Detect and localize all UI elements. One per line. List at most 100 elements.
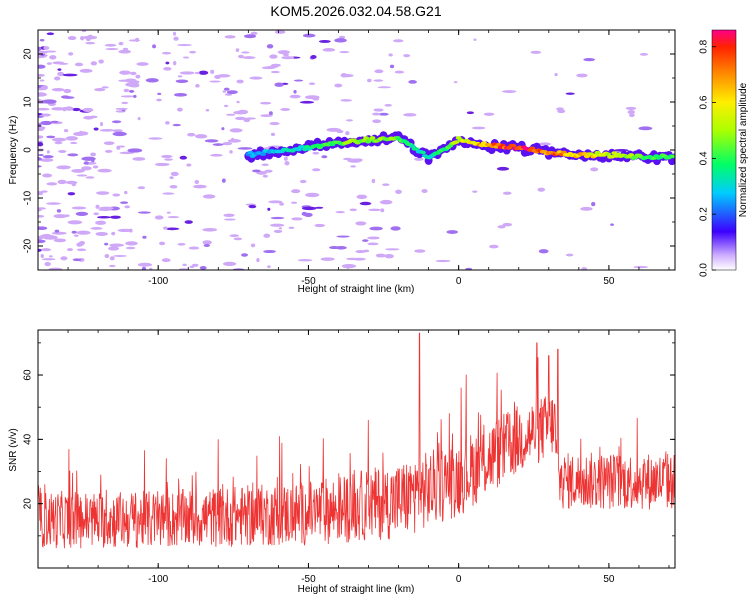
spectrogram-noise-cell — [186, 163, 192, 167]
spectrogram-noise-cell — [42, 155, 54, 159]
spectrogram-noise-cell — [273, 229, 283, 233]
spectrogram-noise-cell — [71, 206, 87, 210]
spectrogram-noise-cell — [268, 111, 273, 116]
spectrogram-noise-cell — [483, 112, 495, 116]
snr-panel: -100 -50 0 50 20 40 60 Height of straight lin… — [8, 329, 676, 595]
spectrogram-noise-cell — [229, 128, 243, 133]
snr-frame — [37, 329, 676, 569]
spectrogram-noise-cell — [346, 257, 359, 261]
spectrogram-noise-cell — [267, 265, 271, 269]
spectrogram-noise-cell — [54, 76, 61, 81]
colorbar-tick-label: 0.2 — [699, 207, 710, 221]
spectrogram-noise-cell — [93, 127, 99, 131]
spectrogram-noise-cell — [118, 41, 124, 46]
spectrogram-noise-cell — [95, 204, 100, 209]
spectrogram-noise-cell — [375, 253, 386, 258]
spectrogram-noise-cell — [191, 263, 199, 267]
spectrogram-noise-cell — [90, 152, 97, 157]
spectrogram-noise-cell — [312, 151, 320, 155]
spectrogram-noise-cell — [98, 206, 114, 210]
spectrogram-noise-cell — [128, 89, 135, 93]
spectrogram-signal-cell — [628, 153, 635, 157]
spectrogram-noise-cell — [453, 81, 458, 84]
spectrogram-noise-cell — [97, 168, 112, 173]
spectrogram-noise-cell — [320, 257, 335, 261]
spectrogram-noise-cell — [283, 156, 288, 161]
spectrogram-noise-cell — [194, 179, 200, 185]
spectrogram-noise-cell — [202, 227, 218, 232]
spectrogram-noise-cell — [70, 141, 78, 145]
spectrogram-noise-cell — [248, 204, 257, 209]
spectrogram-noise-cell — [367, 242, 379, 246]
spectrogram-noise-cell — [305, 192, 320, 198]
spectrogram-noise-cell — [67, 35, 77, 41]
spectrogram-noise-cell — [385, 248, 400, 251]
spectrogram-noise-cell — [41, 190, 48, 193]
spectrogram-noise-cell — [60, 256, 68, 261]
spectrogram-noise-cell — [345, 131, 350, 136]
spectrogram-noise-cell — [108, 264, 116, 268]
spectrogram-noise-cell — [118, 49, 132, 54]
colorbar: 0.0 0.2 0.4 0.6 0.8 Normalized spectral ampl… — [699, 29, 749, 277]
spectrogram-noise-cell — [389, 64, 395, 69]
spectrogram-noise-cell — [356, 194, 368, 200]
spectrogram-noise-cell — [75, 211, 89, 216]
spectrogram-noise-cell — [120, 95, 135, 98]
spectrogram-noise-cell — [124, 190, 128, 195]
spectrogram-noise-cell — [340, 73, 348, 78]
spectrogram-noise-cell — [170, 171, 179, 177]
spectrogram-noise-cell — [40, 158, 54, 162]
spectrogram-noise-cell — [262, 174, 268, 178]
spectrogram-noise-cell — [128, 39, 141, 42]
spectrogram-noise-cell — [172, 123, 181, 127]
spectrogram-noise-cell — [269, 122, 280, 126]
spectrogram-noise-cell — [38, 50, 48, 55]
spectrogram-noise-cell — [112, 129, 123, 133]
spectrogram-noise-cell — [403, 113, 417, 117]
spectrogram-noise-cell — [39, 79, 45, 82]
spectrogram-noise-cell — [38, 165, 42, 168]
spectrogram-noise-cell — [81, 30, 87, 33]
spectrogram-noise-cell — [299, 179, 307, 184]
spectrogram-noise-cell — [501, 90, 517, 93]
spectrogram-noise-cell — [51, 137, 67, 142]
spectrogram-noise-cell — [221, 127, 225, 131]
spectrogram-noise-cell — [179, 71, 195, 75]
spectrogram-noise-cell — [502, 191, 512, 195]
spectrogram-noise-cell — [48, 267, 63, 270]
spectrogram-signal-cell — [510, 143, 517, 148]
spectrogram-noise-cell — [90, 61, 98, 66]
spectrogram-noise-cell — [625, 106, 637, 110]
spectrogram-noise-cell — [224, 35, 236, 39]
spectrogram-x-label: Height of straight line (km) — [298, 284, 415, 295]
colorbar-label: Normalized spectral amplitude — [738, 82, 749, 217]
spectrogram-noise-cell — [349, 208, 357, 212]
spectrogram-noise-cell — [554, 72, 558, 77]
spectrogram-noise-cell — [54, 141, 63, 145]
spectrogram-noise-cell — [639, 53, 648, 56]
spectrogram-noise-cell — [177, 242, 186, 246]
spectrogram-noise-cell — [266, 44, 274, 49]
spectrogram-noise-cell — [267, 207, 271, 211]
spectrogram-noise-cell — [334, 38, 347, 43]
spectrogram-x-ticks: -100 -50 0 50 — [37, 30, 670, 287]
spectrogram-noise-cell — [154, 162, 170, 167]
spectrogram-noise-cell — [177, 107, 183, 112]
spectrogram-noise-cell — [372, 112, 381, 116]
spectrogram-noise-cell — [362, 239, 369, 242]
spectrogram-noise-cell — [162, 192, 175, 195]
snr-x-tick-label: 50 — [603, 574, 615, 585]
spectrogram-noise-cell — [583, 57, 596, 62]
spectrogram-noise-cell — [326, 127, 342, 132]
spectrogram-noise-cell — [63, 88, 72, 94]
spectrogram-noise-cell — [380, 208, 385, 213]
spectrogram-noise-cell — [38, 92, 47, 97]
spectrogram-noise-cell — [152, 44, 157, 49]
spectrogram-x-tick-label: -50 — [301, 276, 316, 287]
spectrogram-noise-cell — [73, 131, 86, 136]
spectrogram-y-tick-label: -10 — [23, 190, 34, 205]
spectrogram-noise-cell — [39, 39, 45, 42]
